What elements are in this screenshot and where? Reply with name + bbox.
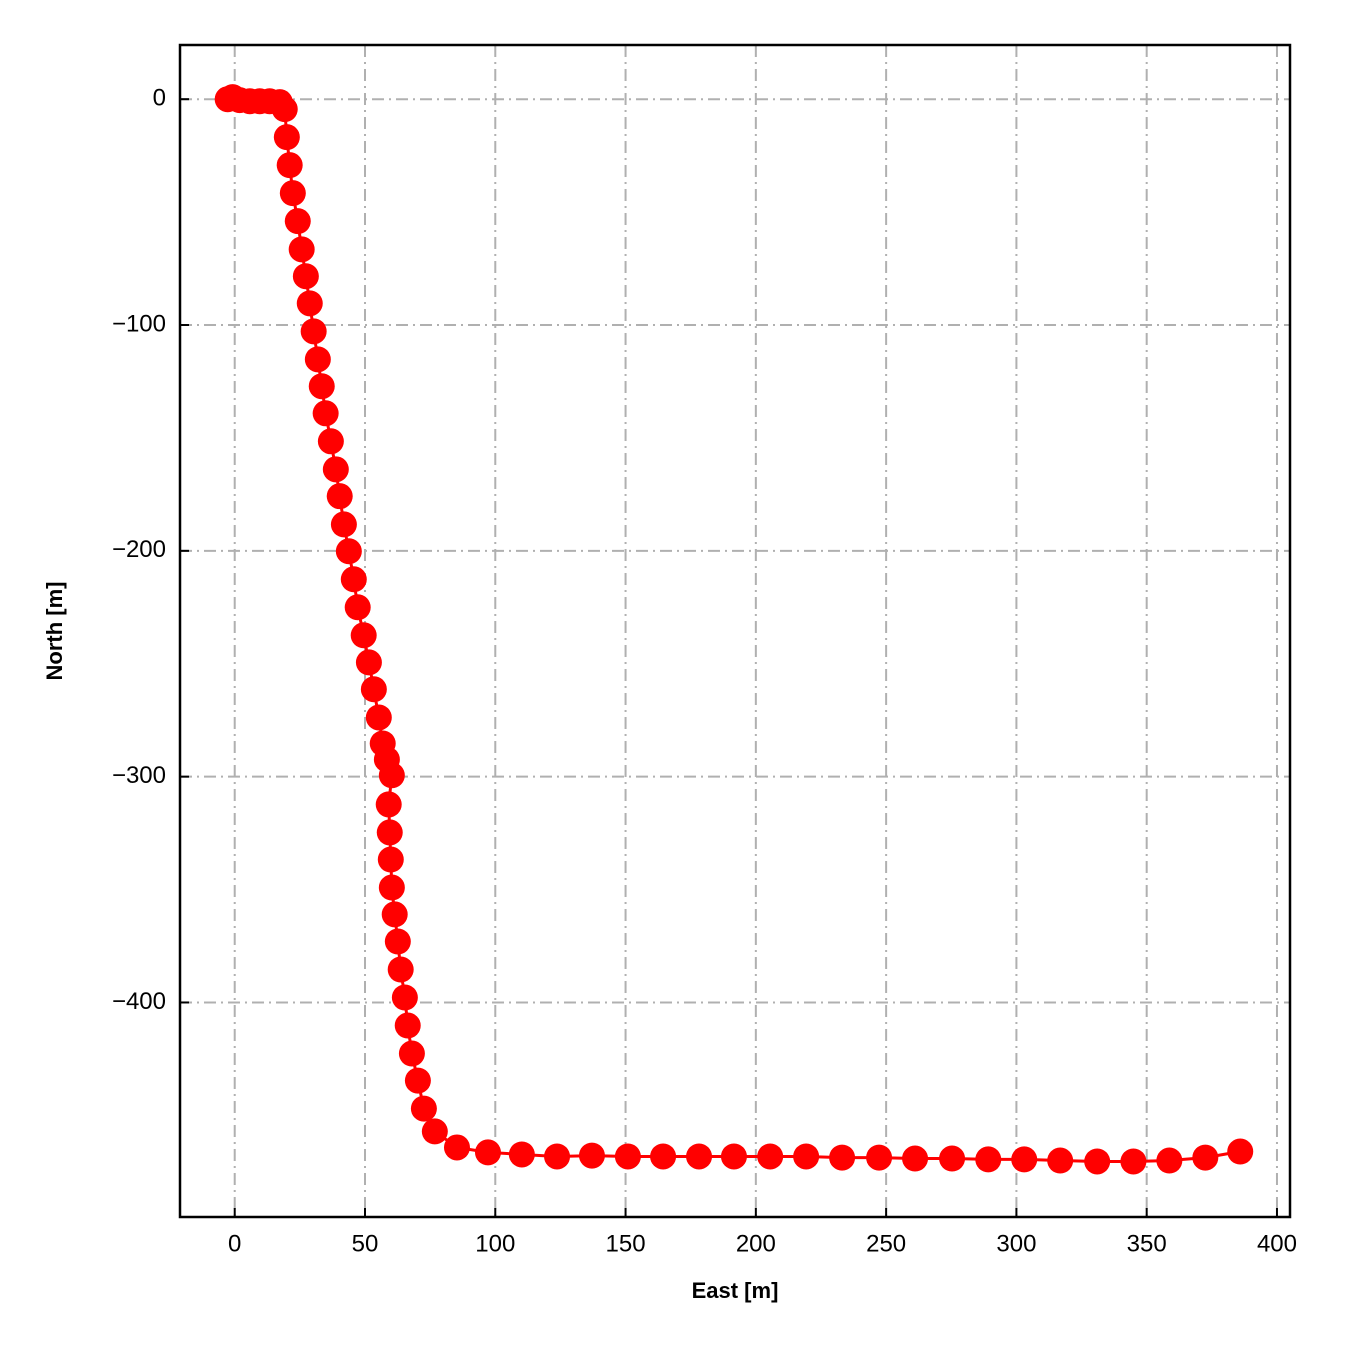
y-tick-label: −300 xyxy=(112,762,166,789)
point xyxy=(292,263,319,290)
x-tick-label: 350 xyxy=(1127,1230,1167,1257)
point xyxy=(344,594,371,621)
point xyxy=(276,152,303,179)
point xyxy=(296,290,323,317)
point xyxy=(1192,1144,1219,1171)
point xyxy=(578,1142,605,1169)
x-tick-label: 400 xyxy=(1257,1230,1297,1257)
point xyxy=(360,676,387,703)
y-tick-label: −100 xyxy=(112,310,166,337)
y-tick-label: −200 xyxy=(112,536,166,563)
point xyxy=(322,456,349,483)
point xyxy=(279,180,306,207)
x-tick-label: 250 xyxy=(866,1230,906,1257)
point xyxy=(288,236,315,263)
point xyxy=(1047,1147,1074,1174)
x-tick-label: 200 xyxy=(736,1230,776,1257)
point xyxy=(720,1143,747,1170)
point xyxy=(1156,1147,1183,1174)
point xyxy=(326,483,353,510)
point xyxy=(902,1145,929,1172)
point xyxy=(421,1118,448,1145)
point xyxy=(340,566,367,593)
point xyxy=(975,1146,1002,1173)
point xyxy=(474,1139,501,1166)
point xyxy=(378,874,405,901)
x-axis-label: East [m] xyxy=(692,1278,779,1303)
point xyxy=(387,956,414,983)
point xyxy=(939,1145,966,1172)
y-tick-label: 0 xyxy=(153,85,166,112)
point xyxy=(355,649,382,676)
point xyxy=(394,1012,421,1039)
point xyxy=(829,1144,856,1171)
point xyxy=(335,538,362,565)
point xyxy=(300,318,327,345)
point xyxy=(404,1067,431,1094)
x-tick-label: 100 xyxy=(475,1230,515,1257)
point xyxy=(757,1143,784,1170)
x-tick-label: 300 xyxy=(996,1230,1036,1257)
point xyxy=(614,1143,641,1170)
plot-frame xyxy=(178,43,1292,1219)
point xyxy=(410,1095,437,1122)
point xyxy=(378,762,405,789)
point xyxy=(312,400,339,427)
x-tick-label: 150 xyxy=(606,1230,646,1257)
point xyxy=(330,511,357,538)
point xyxy=(793,1143,820,1170)
point xyxy=(271,96,298,123)
point xyxy=(308,373,335,400)
point xyxy=(304,346,331,373)
point xyxy=(1227,1138,1254,1165)
point xyxy=(284,208,311,235)
point xyxy=(381,901,408,928)
point xyxy=(273,124,300,151)
point xyxy=(375,791,402,818)
point xyxy=(391,984,418,1011)
point xyxy=(544,1143,571,1170)
point xyxy=(384,928,411,955)
x-tick-label: 50 xyxy=(352,1230,379,1257)
point xyxy=(1011,1146,1038,1173)
point xyxy=(1084,1148,1111,1175)
point xyxy=(508,1141,535,1168)
point xyxy=(1120,1148,1147,1175)
point xyxy=(398,1040,425,1067)
point xyxy=(350,622,377,649)
y-axis-label: North [m] xyxy=(42,582,67,681)
point xyxy=(377,846,404,873)
x-tick-label: 0 xyxy=(228,1230,241,1257)
point xyxy=(317,428,344,455)
point xyxy=(686,1143,713,1170)
point xyxy=(443,1134,470,1161)
point xyxy=(365,704,392,731)
y-tick-label: −400 xyxy=(112,988,166,1015)
point xyxy=(866,1144,893,1171)
point xyxy=(650,1143,677,1170)
point xyxy=(376,819,403,846)
